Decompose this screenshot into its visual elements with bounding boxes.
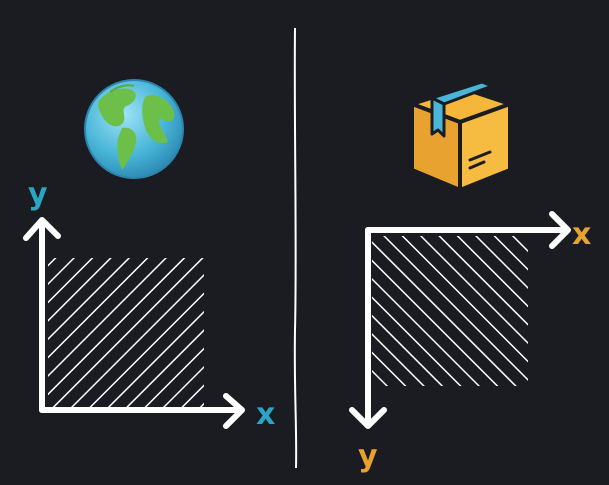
hatched-region-left: [48, 258, 204, 408]
center-divider: [293, 27, 298, 469]
hatched-region-right: [372, 236, 528, 386]
y-axis-left: [23, 217, 61, 413]
y-axis-label-left: y: [28, 177, 48, 212]
box-icon: [410, 80, 512, 192]
left-panel: y x: [23, 79, 275, 432]
x-axis-label-right: x: [572, 217, 591, 252]
x-axis-right: [365, 211, 571, 249]
x-axis-left: [39, 393, 245, 429]
y-axis-label-right: y: [358, 439, 378, 474]
right-panel: x y: [349, 80, 591, 474]
y-axis-right: [349, 227, 387, 429]
globe-icon: [84, 79, 184, 179]
x-axis-label-left: x: [256, 397, 275, 432]
